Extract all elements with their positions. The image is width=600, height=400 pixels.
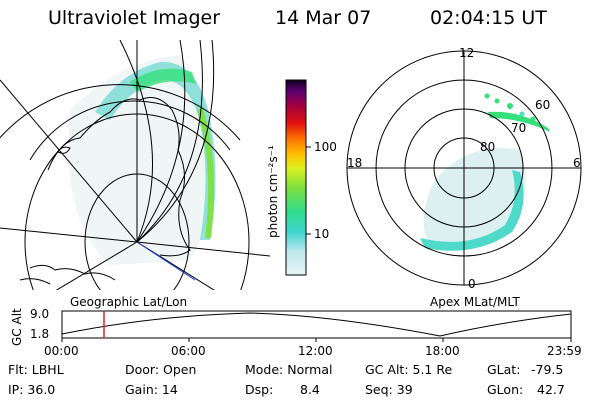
latlon-grid	[0, 40, 270, 290]
info-glat-label: GLat:	[487, 362, 521, 377]
polar-plot	[346, 50, 582, 286]
geographic-map	[0, 40, 270, 290]
xtick-0000: 00:00	[44, 344, 79, 358]
aurora-oval-band	[95, 61, 216, 240]
polar-aurora-arc	[420, 170, 524, 251]
info-glon-value: 42.7	[537, 382, 565, 397]
xtick-1800: 18:00	[425, 344, 460, 358]
info-gc-altitude: GC Alt: 5.1 Re	[365, 362, 453, 377]
mlt-label-0: 0	[468, 277, 476, 291]
instrument-title: Ultraviolet Imager	[48, 7, 221, 29]
altitude-curve	[61, 312, 572, 337]
mlt-label-18: 18	[347, 156, 363, 170]
aurora-dayside-edge	[197, 108, 215, 238]
xtick-2359: 23:59	[547, 344, 582, 358]
polar-aurora-dayside	[488, 111, 550, 132]
mlat-label-70: 70	[511, 121, 527, 135]
coast-segment-blue	[136, 241, 196, 281]
caption-apex: Apex MLat/MLT	[430, 295, 520, 309]
colorbar-units-label: photon cm⁻²s⁻¹	[266, 145, 280, 238]
colorbar-tick-100: 100	[314, 140, 337, 154]
time-label: 02:04:15 UT	[430, 7, 547, 29]
altitude-strip	[61, 310, 572, 342]
aurora-bright-arc	[130, 68, 196, 92]
info-dsp-value: 8.4	[300, 382, 320, 397]
altitude-ytick-min: 1.8	[30, 327, 50, 341]
mlt-label-6: 6	[573, 156, 581, 170]
info-door: Door: Open	[125, 362, 197, 377]
info-ip: IP: 36.0	[8, 382, 56, 397]
info-mode: Mode: Normal	[245, 362, 333, 377]
mlat-label-60: 60	[535, 98, 551, 112]
info-glon-label: GLon:	[487, 382, 524, 397]
altitude-ylabel: GC Alt	[10, 308, 24, 346]
polar-aurora-glow	[423, 148, 526, 246]
info-sequence: Seq: 39	[365, 382, 413, 397]
info-gain: Gain: 14	[125, 382, 178, 397]
xtick-0600: 06:00	[171, 344, 206, 358]
xtick-1200: 12:00	[298, 344, 333, 358]
mlt-label-12: 12	[459, 46, 475, 60]
colorbar-tick-10: 10	[314, 227, 330, 241]
info-glat-value: -79.5	[531, 362, 564, 377]
info-dsp-label: Dsp:	[245, 382, 274, 397]
colorbar	[285, 79, 307, 276]
caption-geographic: Geographic Lat/Lon	[70, 295, 188, 309]
date-label: 14 Mar 07	[275, 7, 372, 29]
info-filter: Flt: LBHL	[8, 362, 64, 377]
mlat-label-80: 80	[480, 140, 496, 154]
altitude-ytick-max: 9.0	[30, 307, 50, 321]
coastlines	[19, 97, 191, 285]
